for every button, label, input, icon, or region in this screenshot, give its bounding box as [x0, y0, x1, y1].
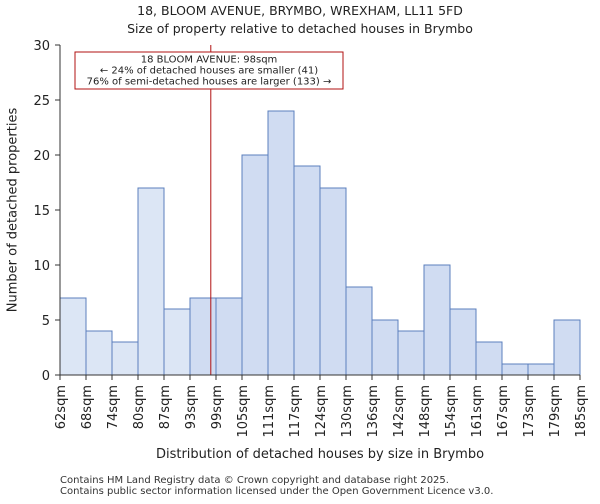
footer-line-2: Contains public sector information licen…	[60, 486, 493, 497]
bar-161sqm	[475, 341, 503, 376]
x-tick-label-130sqm: 130sqm	[340, 385, 355, 438]
bar-93sqm	[189, 297, 217, 376]
x-axis-label: Distribution of detached houses by size …	[156, 447, 484, 462]
y-tick-label-30: 30	[33, 39, 50, 54]
x-tick-label-62sqm: 62sqm	[54, 385, 69, 429]
annotation-line-3: 76% of semi-detached houses are larger (…	[87, 77, 332, 88]
x-tick-label-99sqm: 99sqm	[210, 385, 225, 429]
x-tick-label-74sqm: 74sqm	[106, 385, 121, 429]
bar-167sqm	[501, 363, 529, 376]
x-tick-label-179sqm: 179sqm	[548, 385, 563, 438]
annotation-line-1: 18 BLOOM AVENUE: 98sqm	[141, 55, 278, 66]
x-tick-label-142sqm: 142sqm	[392, 385, 407, 438]
bar-80sqm	[137, 187, 165, 376]
bar-68sqm	[85, 330, 113, 376]
y-tick-label-20: 20	[33, 149, 50, 164]
x-tick-label-167sqm: 167sqm	[496, 385, 511, 438]
bar-105sqm	[241, 154, 269, 376]
bar-124sqm	[319, 187, 347, 376]
bar-136sqm	[371, 319, 399, 376]
y-tick-label-15: 15	[33, 204, 50, 219]
chart-title-line-2: Size of property relative to detached ho…	[127, 21, 473, 36]
annotation-border	[74, 51, 344, 90]
x-tick-label-148sqm: 148sqm	[418, 385, 433, 438]
x-tick-label-111sqm: 111sqm	[262, 385, 277, 438]
x-tick-label-173sqm: 173sqm	[522, 385, 537, 438]
bar-148sqm	[423, 264, 451, 376]
x-tick-label-105sqm: 105sqm	[236, 385, 251, 438]
y-axis-label: Number of detached properties	[6, 108, 21, 313]
annotation-line-2: ← 24% of detached houses are smaller (41…	[100, 66, 318, 77]
y-tick-label-10: 10	[33, 259, 50, 274]
bar-154sqm	[449, 308, 477, 376]
bar-130sqm	[345, 286, 373, 376]
x-tick-label-87sqm: 87sqm	[158, 385, 173, 429]
x-tick-label-136sqm: 136sqm	[366, 385, 381, 438]
x-tick-label-117sqm: 117sqm	[288, 385, 303, 438]
x-tick-label-80sqm: 80sqm	[132, 385, 147, 429]
chart-title: 18, BLOOM AVENUE, BRYMBO, WREXHAM, LL11 …	[127, 3, 473, 36]
bar-74sqm	[111, 341, 139, 376]
x-tick-label-124sqm: 124sqm	[314, 385, 329, 438]
x-tick-label-68sqm: 68sqm	[80, 385, 95, 429]
bar-117sqm	[293, 165, 321, 376]
bar-173sqm	[527, 363, 555, 376]
bar-87sqm	[163, 308, 191, 376]
y-tick-label-25: 25	[33, 94, 50, 109]
y-tick-label-5: 5	[42, 314, 50, 329]
y-ticks: 0 5 10 15 20 25 30	[33, 39, 60, 384]
annotation-box: 18 BLOOM AVENUE: 98sqm ← 24% of detached…	[74, 51, 344, 90]
bar-111sqm	[267, 110, 295, 376]
footer-line-1: Contains HM Land Registry data © Crown c…	[60, 475, 449, 486]
x-tick-label-161sqm: 161sqm	[470, 385, 485, 438]
x-ticks: 62sqm 68sqm 74sqm 80sqm 87sqm 93sqm 99sqm 105sq…	[54, 375, 589, 438]
bar-99sqm	[215, 297, 243, 376]
bars	[59, 110, 581, 376]
chart-title-line-1: 18, BLOOM AVENUE, BRYMBO, WREXHAM, LL11 …	[137, 3, 463, 18]
bar-142sqm	[397, 330, 425, 376]
x-tick-label-154sqm: 154sqm	[444, 385, 459, 438]
x-tick-label-185sqm: 185sqm	[574, 385, 589, 438]
bar-179sqm	[553, 319, 581, 376]
x-tick-label-93sqm: 93sqm	[184, 385, 199, 429]
y-tick-label-0: 0	[42, 369, 50, 384]
footer: Contains HM Land Registry data © Crown c…	[60, 475, 493, 497]
bar-62sqm	[59, 297, 87, 376]
